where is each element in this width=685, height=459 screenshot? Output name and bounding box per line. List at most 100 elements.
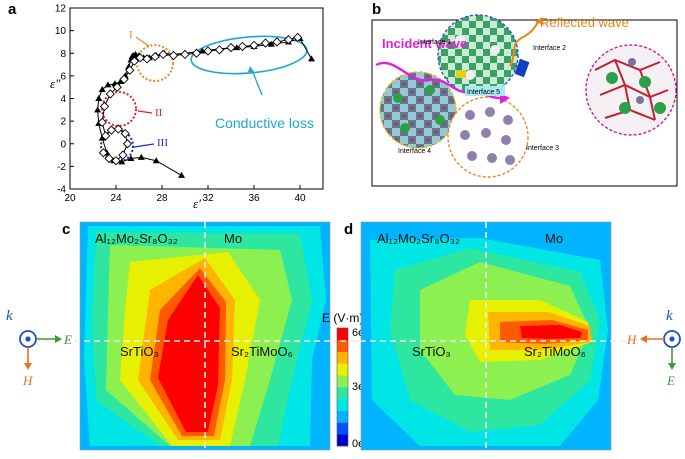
data-point-triangle — [267, 40, 275, 47]
data-point-diamond — [142, 54, 152, 64]
data-point-triangle — [152, 157, 160, 164]
colorbar-level — [337, 398, 348, 411]
interface-2-label: Interface 2 — [533, 45, 566, 52]
x-tick-label: 20 — [64, 193, 76, 204]
colorbar-level — [337, 410, 348, 423]
x-tick-label: 24 — [110, 193, 122, 204]
colorbar-level — [337, 363, 348, 376]
data-point-diamond — [129, 56, 140, 66]
colorbar-level — [337, 375, 348, 388]
colorbar: E (V·m) 6e⁻¹ 3e⁻¹ 0e⁻¹ — [322, 311, 374, 450]
interface-1-marker — [456, 70, 466, 78]
reflected-arrow-head — [535, 17, 544, 25]
x-axis-label: ε′ — [193, 196, 201, 211]
wavevector-k-d: k — [666, 308, 673, 324]
data-point-diamond — [119, 74, 129, 84]
e-label-c: E — [63, 332, 72, 347]
colorbar-title: E (V·m) — [322, 311, 363, 325]
wavevector-k-c: k — [6, 308, 13, 324]
label-c-mo: Mo — [224, 231, 242, 246]
y-tick-label: 12 — [55, 4, 67, 15]
data-point-diamond — [112, 82, 122, 92]
label-d-al12mo2sr8o32: Al₁₂Mo₂Sr₈O₃₂ — [377, 231, 460, 246]
panel-b-label: b — [372, 1, 381, 18]
annotation-conductive-loss: Conductive loss — [215, 115, 314, 131]
data-point-triangle — [95, 95, 103, 101]
data-point-diamond — [214, 45, 225, 55]
data-point-diamond — [99, 101, 110, 112]
map-d-level-8 — [520, 325, 582, 339]
data-point-diamond — [122, 139, 133, 149]
label-d-srtio3: SrTiO₃ — [412, 344, 451, 359]
interface-5-label: Interface 5 — [467, 89, 500, 96]
arrow-III — [133, 143, 155, 148]
data-point-diamond — [226, 42, 236, 53]
data-point-diamond — [98, 148, 108, 158]
colorbar-level — [337, 434, 348, 447]
colorbar-level — [337, 351, 348, 364]
phase-mo-circle — [437, 14, 519, 96]
label-d-mo: Mo — [545, 231, 563, 246]
data-point-diamond — [180, 49, 190, 60]
y-tick-label: -4 — [57, 185, 66, 196]
colorbar-level — [337, 422, 348, 435]
data-point-diamond — [135, 53, 145, 63]
annotation-III: III — [157, 137, 168, 149]
y-tick-label: -2 — [57, 162, 66, 173]
conductive-loss-arrow-head — [248, 66, 255, 73]
label-c-srtio3: SrTiO₃ — [120, 344, 159, 359]
arrow-II — [137, 110, 153, 114]
interface-2-marker — [514, 58, 530, 78]
data-point-diamond — [237, 41, 248, 52]
schematic-b: Incident wave Reflected wave Interface 1… — [371, 14, 678, 187]
data-point-diamond — [203, 46, 213, 56]
polarization-d: k H E — [626, 308, 681, 388]
data-point-diamond — [113, 124, 123, 134]
data-point-diamond — [150, 52, 160, 62]
field-map-c — [80, 222, 330, 450]
data-point-diamond — [283, 35, 294, 45]
panel-a-label: a — [8, 1, 17, 18]
y-tick-label: 8 — [60, 49, 66, 60]
panel-c-label: c — [62, 221, 70, 238]
x-tick-label: 32 — [202, 193, 214, 204]
data-point-triangle — [178, 171, 186, 178]
data-point-diamond — [191, 48, 202, 58]
colorbar-level — [337, 387, 348, 400]
data-point-triangle — [137, 153, 145, 160]
colorbar-level — [337, 328, 348, 341]
reflected-wave — [509, 19, 541, 67]
data-point-triangle — [98, 134, 106, 141]
colorbar-level — [337, 339, 348, 352]
interface-4-label: Interface 4 — [398, 148, 431, 155]
arrow-I — [135, 36, 150, 47]
data-point-triangle — [127, 154, 135, 161]
x-tick-label: 36 — [248, 193, 260, 204]
data-point-diamond — [272, 37, 282, 47]
data-point-triangle — [94, 106, 102, 113]
data-point-diamond — [125, 65, 135, 75]
data-point-diamond — [249, 40, 259, 50]
incident-wave-label: Incident wave — [382, 36, 467, 51]
data-point-diamond — [293, 32, 303, 43]
data-point-diamond — [106, 125, 117, 135]
x-tick-label: 28 — [156, 193, 168, 204]
data-point-diamond — [111, 156, 121, 166]
data-point-diamond — [104, 153, 114, 164]
annotation-II: II — [155, 107, 163, 119]
y-tick-label: 10 — [55, 26, 67, 37]
interface-1-label: Interface 1 — [418, 39, 451, 46]
data-point-diamond — [118, 150, 128, 160]
data-point-diamond — [158, 49, 168, 60]
y-tick-label: 4 — [60, 94, 66, 105]
reflected-wave-label: Reflected wave — [540, 15, 629, 30]
phase-srtio3-circle — [379, 71, 457, 149]
interface-3-label: Interface 3 — [526, 145, 559, 152]
label-d-sr2timoo6: Sr₂TiMoO₆ — [524, 344, 586, 359]
data-point-diamond — [120, 128, 130, 139]
data-point-triangle — [104, 81, 112, 88]
data-point-triangle — [118, 158, 126, 165]
y-tick-label: 0 — [60, 139, 66, 150]
